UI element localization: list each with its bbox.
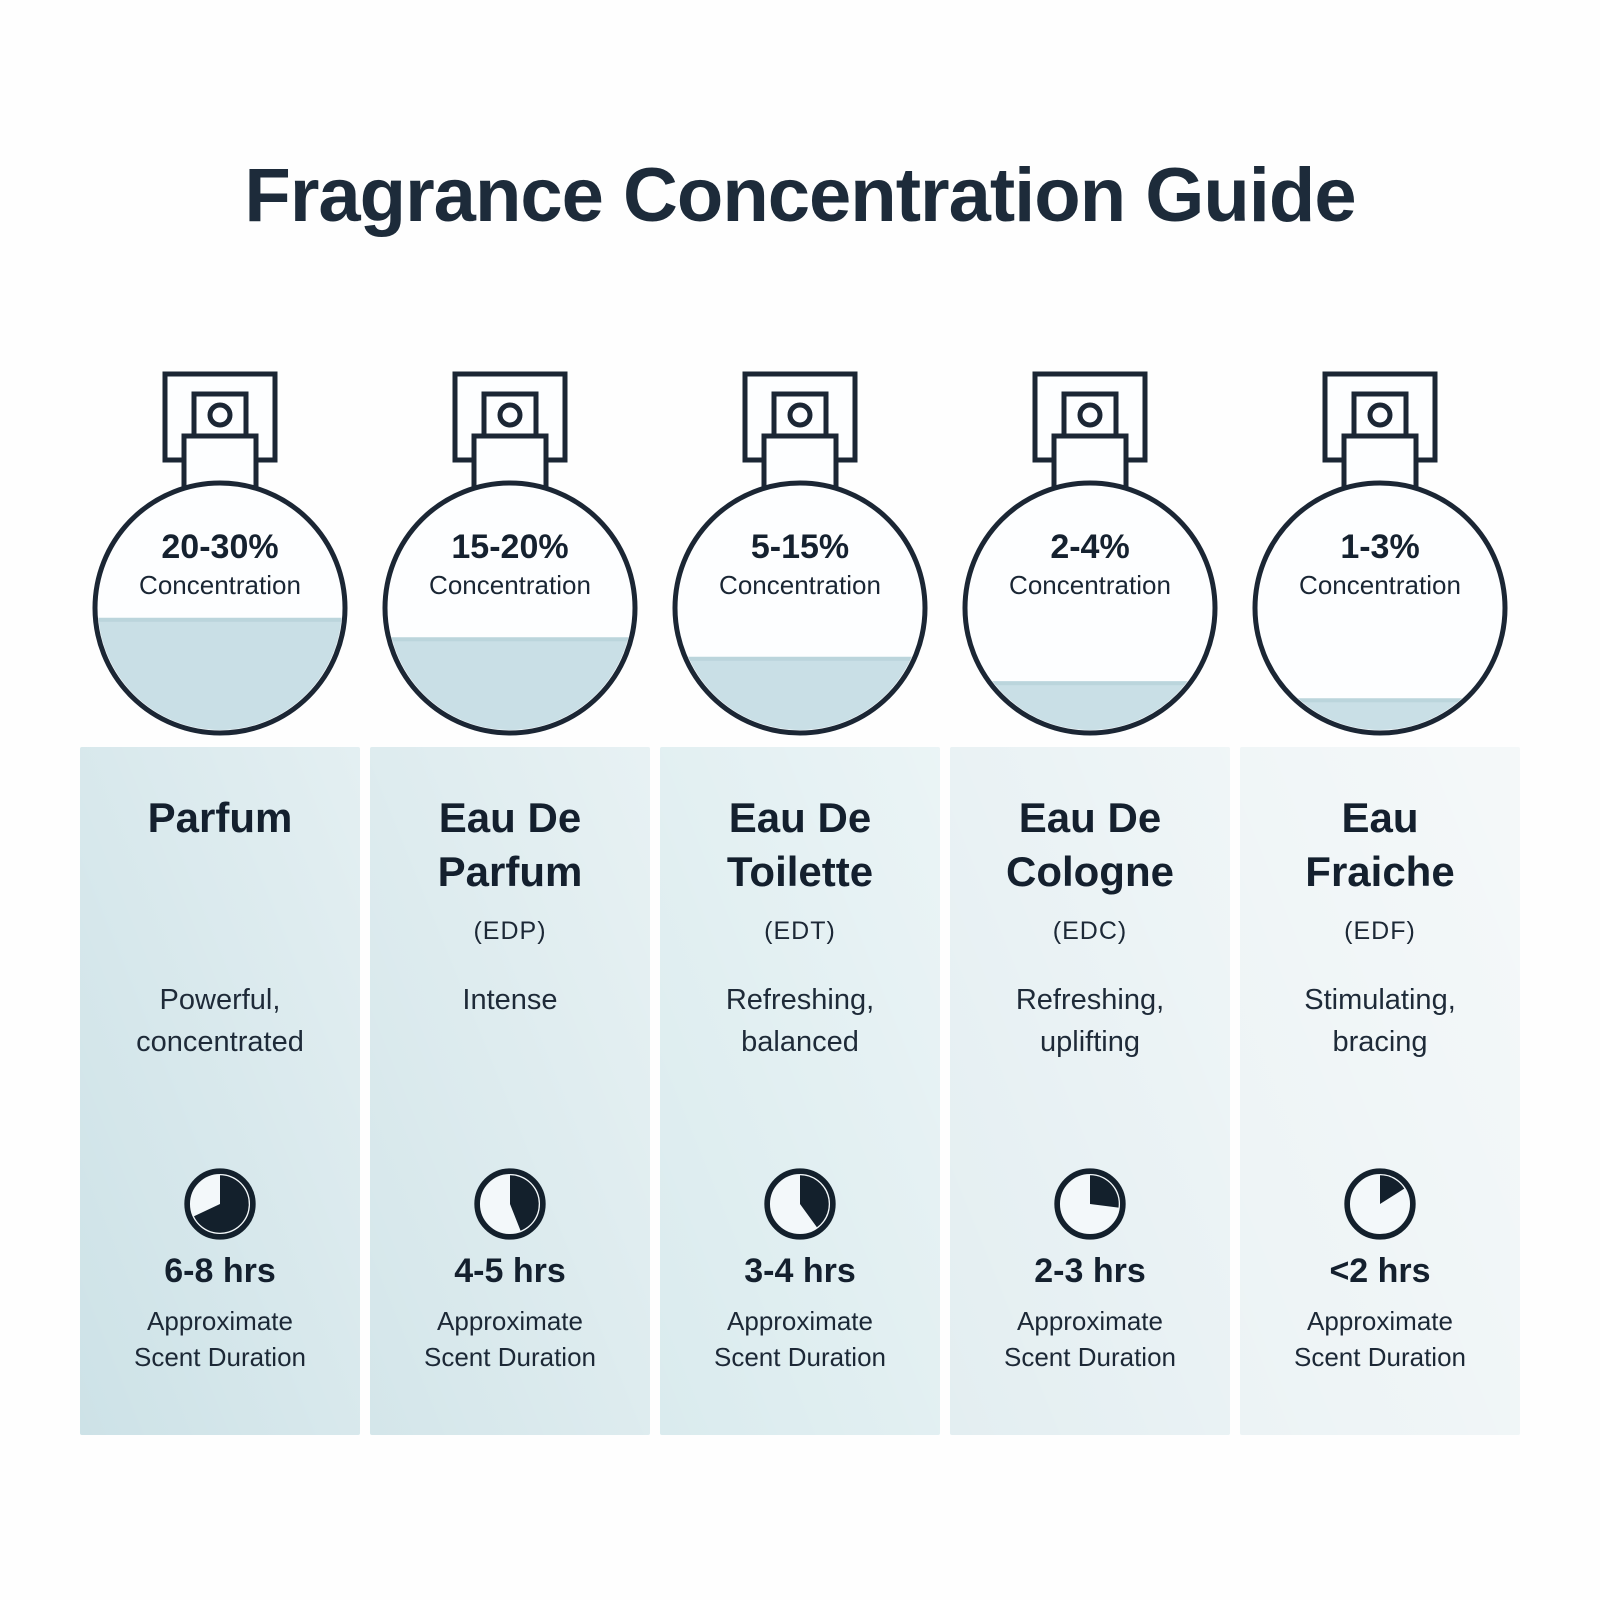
concentration-label: Concentration <box>1009 570 1171 600</box>
clock-wrap <box>660 1165 940 1243</box>
liquid-fill <box>98 617 342 730</box>
bottle-body-icon <box>1252 480 1508 736</box>
bottle-nozzle-hole-icon <box>1367 402 1393 428</box>
clock-pie-segment <box>1090 1175 1119 1208</box>
perfume-bottle-edp: 15-20% Concentration <box>382 371 638 736</box>
concentration-label: Concentration <box>1299 570 1461 600</box>
scent-duration-value: 3-4 hrs <box>744 1252 856 1290</box>
clock-pie-segment <box>800 1175 829 1228</box>
clock-icon <box>764 1168 836 1240</box>
concentration-percent: 20-30% <box>161 528 278 566</box>
clock-wrap <box>1240 1165 1520 1243</box>
liquid-fill <box>968 681 1212 730</box>
column-eau-de-cologne: Eau De Cologne (EDC) Refreshing, uplifti… <box>950 747 1230 1435</box>
fragrance-description: Stimulating, bracing <box>1304 984 1456 1059</box>
fragrance-description: Powerful, concentrated <box>136 984 304 1059</box>
perfume-bottle-parfum: 20-30% Concentration <box>92 371 348 736</box>
column-eau-de-parfum: Eau De Parfum (EDP) Intense 4-5 hrs Appr… <box>370 747 650 1435</box>
fragrance-description: Refreshing, uplifting <box>1015 984 1165 1059</box>
fragrance-name: Parfum <box>147 794 293 841</box>
concentration-percent: 2-4% <box>1050 528 1129 566</box>
bottle-nozzle-hole-icon <box>497 402 523 428</box>
clock-wrap <box>950 1165 1230 1243</box>
bottle-body-icon <box>962 480 1218 736</box>
scent-duration-note: Approximate Scent Duration <box>1004 1306 1176 1373</box>
concentration-label: Concentration <box>139 570 301 600</box>
concentration-percent: 1-3% <box>1340 528 1419 566</box>
perfume-bottle-edt: 5-15% Concentration <box>672 371 928 736</box>
scent-duration-value: 2-3 hrs <box>1034 1252 1146 1290</box>
fragrance-description: Intense <box>462 984 558 1016</box>
clock-pie-segment <box>193 1175 249 1233</box>
concentration-label: Concentration <box>429 570 591 600</box>
column-eau-de-toilette: Eau De Toilette (EDT) Refreshing, balanc… <box>660 747 940 1435</box>
fragrance-description: Refreshing, balanced <box>725 984 875 1059</box>
fragrance-columns: Parfum Powerful, concentrated 6-8 hrs Ap… <box>80 747 1520 1435</box>
perfume-bottle-edc: 2-4% Concentration <box>962 371 1218 736</box>
clock-wrap <box>80 1165 360 1243</box>
liquid-surface <box>1258 698 1502 703</box>
perfume-bottle-eau-fraiche: 1-3% Concentration <box>1252 371 1508 736</box>
concentration-percent: 5-15% <box>751 528 849 566</box>
fragrance-abbreviation: (EDF) <box>1344 917 1416 945</box>
bottle-row: 20-30% Concentration 15-20% Concentratio… <box>80 368 1520 736</box>
concentration-label: Concentration <box>719 570 881 600</box>
clock-pie-segment <box>1380 1175 1405 1204</box>
clock-pie-segment <box>510 1175 539 1231</box>
fragrance-name: Eau Fraiche <box>1305 794 1455 895</box>
scent-duration-note: Approximate Scent Duration <box>424 1306 596 1373</box>
bottle-nozzle-hole-icon <box>1077 402 1103 428</box>
scent-duration-note: Approximate Scent Duration <box>134 1306 306 1373</box>
scent-duration-value: 4-5 hrs <box>454 1252 566 1290</box>
fragrance-abbreviation: (EDC) <box>1052 917 1128 945</box>
scent-duration-note: Approximate Scent Duration <box>1294 1306 1466 1373</box>
clock-icon <box>474 1168 546 1240</box>
scent-duration-value: <2 hrs <box>1329 1252 1431 1290</box>
column-eau-fraiche: Eau Fraiche (EDF) Stimulating, bracing <… <box>1240 747 1520 1435</box>
fragrance-name: Eau De Cologne <box>1006 794 1174 895</box>
column-parfum: Parfum Powerful, concentrated 6-8 hrs Ap… <box>80 747 360 1435</box>
bottle-nozzle-hole-icon <box>207 402 233 428</box>
scent-duration-value: 6-8 hrs <box>164 1252 276 1290</box>
concentration-percent: 15-20% <box>451 528 568 566</box>
fragrance-name: Eau De Toilette <box>726 794 874 895</box>
liquid-surface <box>678 656 922 661</box>
liquid-surface <box>388 637 632 642</box>
liquid-fill <box>388 637 632 730</box>
bottle-nozzle-hole-icon <box>787 402 813 428</box>
page-title: Fragrance Concentration Guide <box>244 153 1356 238</box>
clock-icon <box>184 1168 256 1240</box>
liquid-surface <box>98 617 342 622</box>
fragrance-abbreviation: (EDT) <box>764 917 836 945</box>
clock-icon <box>1344 1168 1416 1240</box>
fragrance-name: Eau De Parfum <box>437 794 583 895</box>
clock-wrap <box>370 1165 650 1243</box>
scent-duration-note: Approximate Scent Duration <box>714 1306 886 1373</box>
fragrance-abbreviation: (EDP) <box>473 917 547 945</box>
liquid-surface <box>968 681 1212 686</box>
clock-icon <box>1054 1168 1126 1240</box>
